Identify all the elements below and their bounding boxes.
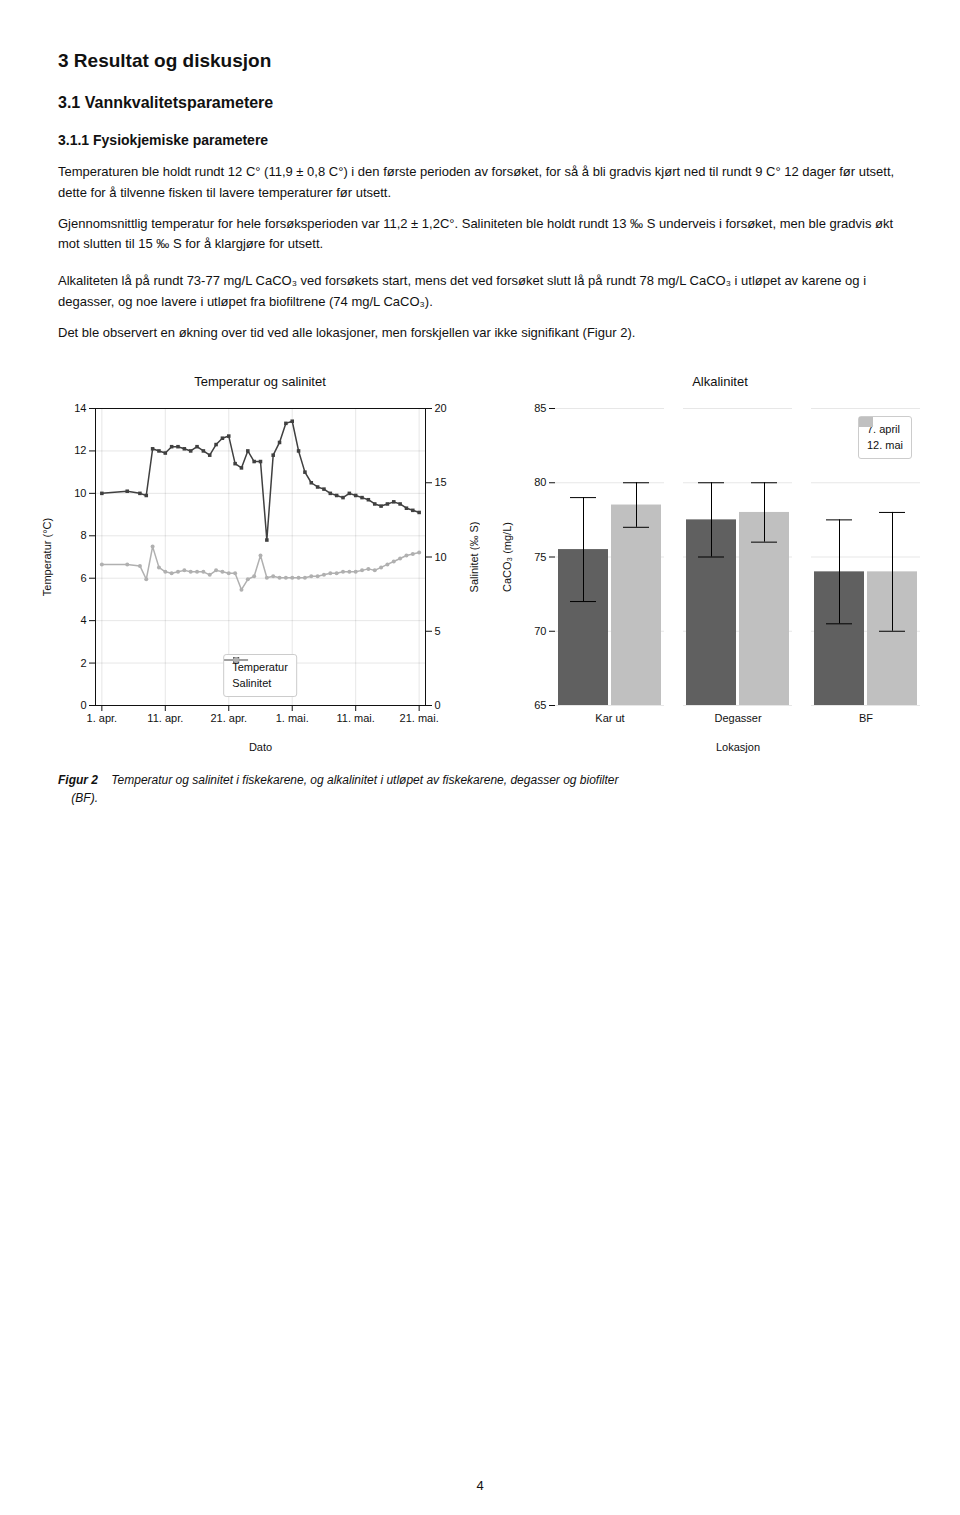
- svg-text:11. apr.: 11. apr.: [147, 712, 183, 724]
- svg-text:85: 85: [534, 402, 546, 414]
- svg-text:1. mai.: 1. mai.: [276, 712, 309, 724]
- svg-text:75: 75: [534, 550, 546, 562]
- svg-text:70: 70: [534, 624, 546, 636]
- svg-text:12: 12: [74, 444, 86, 456]
- html-text:3 Resultat og diskusjon: 3 Resultat og diskusjon: [58, 50, 272, 71]
- html-text:Det ble observert en økning ov: Det ble observert en økning over tid ved…: [58, 324, 636, 340]
- svg-text:0: 0: [435, 699, 441, 711]
- html-text:Gjennomsnittlig temperatur for: Gjennomsnittlig temperatur for hele fors…: [58, 215, 894, 252]
- html-text:Alkaliteten lå på rundt 73-77: Alkaliteten lå på rundt 73-77 mg/L CaCO₃…: [58, 273, 867, 309]
- svg-text:80: 80: [534, 476, 546, 488]
- svg-text:4: 4: [80, 614, 86, 626]
- svg-text:Kar ut: Kar ut: [595, 712, 624, 724]
- svg-text:CaCO₃ (mg/L): CaCO₃ (mg/L): [501, 522, 513, 592]
- svg-text:Lokasjon: Lokasjon: [716, 740, 760, 752]
- html-text:3.1 Vannkvalitetsparametere: 3.1 Vannkvalitetsparametere: [58, 94, 274, 111]
- svg-text:5: 5: [435, 624, 441, 636]
- svg-text:1. apr.: 1. apr.: [87, 712, 118, 724]
- svg-text:21. mai.: 21. mai.: [400, 712, 439, 724]
- svg-text:15: 15: [435, 476, 447, 488]
- html-text:Figur 2 Temperatur og salinite: Figur 2 Temperatur og salinitet i fiskek…: [58, 772, 619, 787]
- html-text:12. mai: 12. mai: [866, 439, 903, 452]
- svg-text:0: 0: [80, 699, 86, 711]
- svg-text:21. apr.: 21. apr.: [210, 712, 247, 724]
- html-text:(BF).: (BF).: [58, 790, 98, 805]
- svg-text:6: 6: [80, 571, 86, 583]
- svg-text:BF: BF: [859, 712, 873, 724]
- svg-text:8: 8: [80, 529, 86, 541]
- svg-text:Degasser: Degasser: [714, 712, 761, 724]
- html-text:7. april: 7. april: [866, 422, 900, 435]
- html-text:Temperatur og salinitet: Temperatur og salinitet: [194, 373, 326, 389]
- svg-text:14: 14: [74, 402, 86, 414]
- html-text:Alkalinitet: Alkalinitet: [692, 373, 748, 389]
- svg-text:10: 10: [74, 486, 86, 498]
- html-text:Temperatur: Temperatur: [232, 660, 288, 673]
- svg-text:65: 65: [534, 699, 546, 711]
- html-text:Temperaturen ble holdt rundt 1: Temperaturen ble holdt rundt 12 C° (11,9…: [58, 164, 895, 200]
- svg-text:Salinitet (‰ S): Salinitet (‰ S): [468, 521, 480, 592]
- html-text:Salinitet: Salinitet: [232, 677, 272, 690]
- svg-text:10: 10: [435, 550, 447, 562]
- svg-text:20: 20: [435, 402, 447, 414]
- svg-text:Temperatur (°C): Temperatur (°C): [41, 517, 53, 595]
- svg-text:2: 2: [80, 656, 86, 668]
- html-text:3.1.1 Fysiokjemiske parametere: 3.1.1 Fysiokjemiske parametere: [58, 132, 269, 148]
- svg-text:Dato: Dato: [249, 740, 272, 752]
- html-text:4: 4: [476, 1478, 484, 1493]
- svg-text:11. mai.: 11. mai.: [337, 712, 375, 724]
